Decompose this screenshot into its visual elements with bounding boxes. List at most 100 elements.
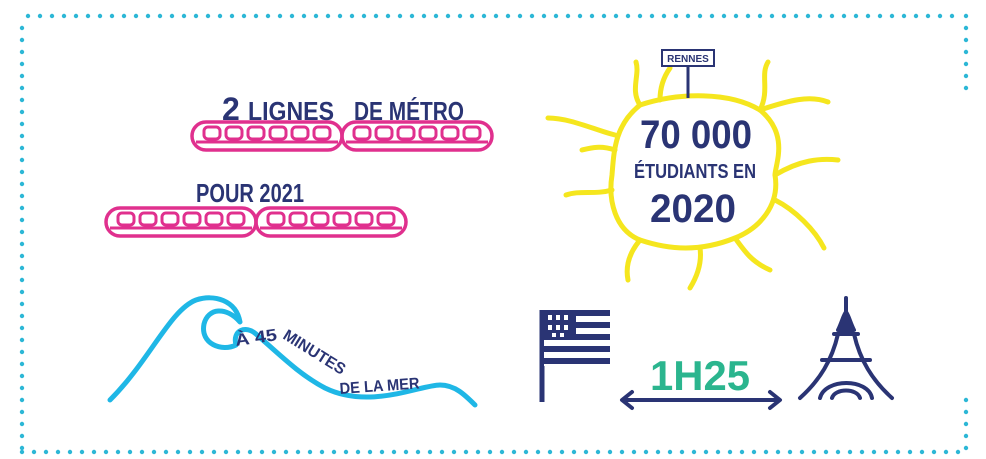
border-dot [913,13,919,19]
border-dot [19,25,25,31]
border-dot [19,397,25,403]
border-dot [649,13,655,19]
border-dot [799,449,805,455]
border-dot [619,449,625,455]
border-dot [61,13,67,19]
border-dot [19,253,25,259]
border-dot [19,325,25,331]
border-dot [907,449,913,455]
border-dot [403,449,409,455]
border-dot [175,449,181,455]
border-dot [775,449,781,455]
border-dot [19,349,25,355]
border-dot [847,449,853,455]
border-dot [379,449,385,455]
border-dot [325,13,331,19]
border-dot [145,13,151,19]
border-dot [963,409,969,415]
students-year: 2020 [650,187,736,231]
border-dot [31,449,37,455]
border-dot [745,13,751,19]
metro-line-count: 2 [222,91,240,127]
border-dot [925,13,931,19]
border-dot [919,449,925,455]
border-dot [19,373,25,379]
border-dot [157,13,163,19]
border-dot [583,449,589,455]
border-dot [19,109,25,115]
border-dot [493,13,499,19]
sea-minutes-label: MINUTES [280,327,349,379]
border-dot [319,449,325,455]
border-dot [337,13,343,19]
border-dot [871,449,877,455]
border-dot [963,433,969,439]
border-dot [19,361,25,367]
border-dot [349,13,355,19]
border-dot [97,13,103,19]
border-dot [85,13,91,19]
border-dot [661,13,667,19]
border-dot [103,449,109,455]
border-dot [963,73,969,79]
border-dot [91,449,97,455]
border-dot [673,13,679,19]
border-dot [793,13,799,19]
border-dot [727,449,733,455]
border-dot [511,449,517,455]
border-dot [963,85,969,91]
border-dot [133,13,139,19]
border-dot [19,289,25,295]
border-dot [757,13,763,19]
border-dot [355,449,361,455]
border-dot [187,449,193,455]
border-dot [295,449,301,455]
paris-section: 1H25 [539,296,894,410]
border-dot [19,205,25,211]
wave-icon [107,295,478,408]
border-dot [301,13,307,19]
border-dot [427,449,433,455]
border-dot [469,13,475,19]
border-dot [19,49,25,55]
border-dot [343,449,349,455]
border-dot [963,397,969,403]
border-dot [169,13,175,19]
border-dot [475,449,481,455]
border-dot [373,13,379,19]
border-dot [19,301,25,307]
border-dot [487,449,493,455]
border-dot [19,181,25,187]
border-dot [901,13,907,19]
border-dot [43,449,49,455]
border-dot [751,449,757,455]
border-dot [541,13,547,19]
border-dot [811,449,817,455]
border-dot [19,37,25,43]
border-dot [331,449,337,455]
border-dot [385,13,391,19]
sea-section: À 45 MINUTES DE LA MER [107,295,478,408]
border-dot [535,449,541,455]
paris-duration: 1H25 [650,352,750,399]
border-dot [853,13,859,19]
border-dot [271,449,277,455]
border-dot [949,13,955,19]
border-dot [235,449,241,455]
border-dot [19,73,25,79]
border-dot [963,25,969,31]
border-dot [721,13,727,19]
border-dot [19,241,25,247]
border-dot [963,49,969,55]
border-dot [19,433,25,439]
border-dot [361,13,367,19]
border-dot [481,13,487,19]
border-dot [733,13,739,19]
border-dot [613,13,619,19]
border-dot [121,13,127,19]
breton-flag-icon [539,310,610,402]
border-dot [79,449,85,455]
students-label: ÉTUDIANTS EN [634,160,756,183]
border-dot [607,449,613,455]
